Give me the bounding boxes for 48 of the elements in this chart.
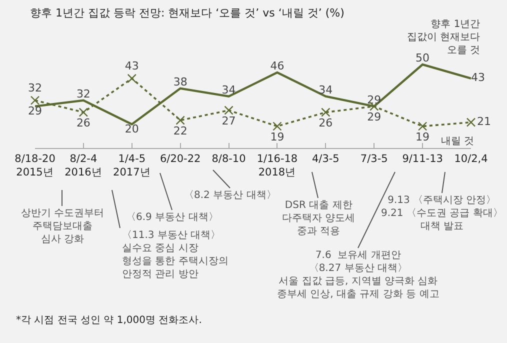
data-label: 38 — [173, 76, 188, 89]
data-label: 43 — [124, 60, 139, 73]
x-tick-label: 8/18-20 2015년 — [14, 152, 56, 178]
chart-title: 향후 1년간 집값 등락 전망: 현재보다 ‘오를 것’ vs ‘내릴 것’ (%) — [30, 6, 344, 20]
data-label: 32 — [28, 82, 42, 95]
data-label: 26 — [318, 116, 333, 130]
point — [78, 108, 88, 117]
data-label: 34 — [222, 84, 236, 97]
data-label: 19 — [416, 130, 430, 144]
data-label: 29 — [367, 110, 382, 124]
data-label: 43 — [471, 71, 485, 84]
x-tick-label: 10/2,4 — [454, 152, 488, 165]
x-tick-label: 8/8-10 — [212, 152, 246, 165]
data-label: 46 — [270, 60, 284, 73]
text: 〈11.3 부동산 대책〉 실수요 중심 시장 형성을 통한 주택시장의 안정적 관리 방안 — [122, 230, 228, 280]
point — [321, 108, 330, 117]
x-tick-label: 8/2-4 2016년 — [64, 152, 102, 178]
point — [272, 122, 282, 131]
data-label: 34 — [318, 84, 333, 97]
series-label: 내릴 것 — [441, 136, 474, 147]
x-tick-label: 4/3-5 — [312, 152, 340, 165]
data-label: 26 — [76, 116, 90, 130]
data-label: 20 — [124, 122, 139, 136]
point — [176, 116, 185, 125]
point — [127, 74, 136, 84]
text: 〈6.9 부동산 대책〉 — [126, 212, 218, 223]
text: 상반기 수도권부터 주택담보대출 심사 강화 — [21, 208, 104, 245]
point — [466, 118, 476, 127]
data-label: 32 — [76, 88, 90, 101]
text: 7.6 보유세 개편안 〈8.27 부동산 대책〉 서울 집값 급등, 지역별 양극화 심화 종부세 인상, 대출 규제 강화 등 예고 — [277, 250, 440, 300]
point — [30, 96, 40, 105]
data-label: 22 — [173, 124, 188, 138]
data-label: 19 — [270, 130, 284, 144]
point — [224, 106, 234, 115]
text: 9.13 〈주택시장 안정〉 9.21 〈수도권 공급 확대〉 대책 발표 — [381, 195, 503, 232]
data-label: 50 — [416, 52, 430, 65]
text: *각 시점 전국 성인 약 1,000명 전화조사. — [16, 315, 202, 326]
x-tick-label: 6/20-22 — [160, 152, 201, 165]
x-tick-label: 9/11-13 — [402, 152, 443, 165]
x-tick-label: 1/4-5 2017년 — [113, 152, 151, 178]
point — [418, 122, 428, 131]
x-tick-label: 1/16-18 2018년 — [256, 152, 298, 178]
text: DSR 대출 제한 다주택자 양도세 중과 적용 — [282, 200, 356, 237]
x-tick-label: 7/3-5 — [360, 152, 388, 165]
data-label: 21 — [477, 115, 491, 128]
text: 〈8.2 부동산 대책〉 — [184, 190, 276, 201]
data-label: 29 — [28, 104, 42, 118]
data-label: 27 — [222, 114, 236, 128]
